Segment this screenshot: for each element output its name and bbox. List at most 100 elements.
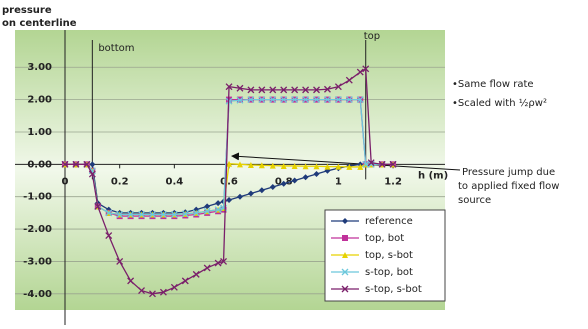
- point: [335, 163, 342, 170]
- point: [346, 163, 353, 170]
- point: [226, 160, 233, 167]
- point: [291, 86, 299, 94]
- x-tick-label: 1.2: [384, 176, 402, 187]
- x-tick-label: 1: [335, 176, 342, 187]
- annotation-arrow: [231, 152, 461, 171]
- point: [94, 202, 102, 210]
- x-tick-label: 0.6: [220, 176, 238, 187]
- point: [334, 83, 342, 91]
- point: [367, 160, 375, 168]
- annotation: Pressure jump due: [462, 167, 555, 178]
- point: [269, 96, 277, 104]
- point: [105, 209, 113, 217]
- point: [356, 68, 364, 76]
- point: [116, 257, 124, 265]
- point: [215, 200, 222, 207]
- y-tick-label: 1.00: [27, 127, 52, 138]
- reference-label: bottom: [98, 43, 134, 54]
- point: [367, 159, 375, 167]
- point: [159, 211, 167, 218]
- point: [291, 177, 298, 184]
- x-axis-label: h (m): [418, 170, 448, 181]
- y-tick-label: -1.00: [23, 192, 52, 203]
- note: •Scaled with ½ρw²: [452, 97, 547, 109]
- point: [345, 76, 353, 84]
- point: [302, 86, 310, 94]
- point: [258, 162, 265, 169]
- point: [258, 96, 266, 104]
- x-tick-label: 0.2: [111, 176, 129, 187]
- point: [116, 211, 124, 218]
- legend-marker: [341, 268, 349, 276]
- point: [192, 270, 200, 278]
- point: [61, 160, 69, 168]
- point: [302, 174, 309, 181]
- y-axis-label: on centerline: [2, 18, 77, 29]
- legend-label: top, bot: [365, 233, 404, 244]
- point: [313, 171, 320, 178]
- point: [247, 86, 255, 94]
- point: [378, 160, 386, 168]
- point: [170, 283, 178, 291]
- point: [302, 163, 309, 170]
- reference-label: top: [364, 31, 380, 42]
- point: [313, 163, 320, 170]
- point: [89, 161, 96, 168]
- point: [302, 96, 310, 104]
- point: [362, 65, 370, 73]
- point: [247, 96, 255, 104]
- legend-marker: [342, 235, 348, 241]
- point: [280, 96, 288, 104]
- point: [138, 211, 146, 218]
- point: [236, 161, 243, 168]
- y-tick-label: 3.00: [27, 62, 52, 73]
- y-tick-label: -2.00: [23, 224, 52, 235]
- point: [88, 170, 96, 178]
- series-line: [65, 67, 394, 295]
- legend-marker: [342, 218, 348, 224]
- point: [258, 187, 265, 194]
- point: [323, 85, 331, 93]
- note: •Same flow rate: [452, 79, 534, 90]
- point: [313, 96, 320, 104]
- point: [226, 196, 233, 203]
- point: [389, 160, 397, 168]
- point: [72, 160, 80, 168]
- point: [149, 211, 156, 218]
- point: [159, 288, 167, 296]
- point: [269, 183, 276, 190]
- legend-label: top, s-bot: [365, 250, 413, 261]
- y-tick-label: -3.00: [23, 256, 52, 267]
- legend-marker: [341, 285, 349, 293]
- point: [220, 257, 228, 265]
- y-tick-label: 2.00: [27, 95, 52, 106]
- point: [258, 86, 266, 94]
- point: [204, 203, 211, 210]
- point: [323, 96, 331, 104]
- point: [170, 211, 178, 218]
- point: [127, 211, 135, 218]
- point: [181, 210, 189, 218]
- annotation: to applied fixed flow: [458, 181, 559, 192]
- point: [362, 160, 370, 168]
- point: [313, 86, 320, 94]
- point: [138, 287, 146, 295]
- point: [269, 162, 276, 169]
- point: [236, 193, 243, 200]
- point: [324, 163, 331, 170]
- point: [214, 259, 222, 267]
- point: [236, 84, 244, 92]
- legend-marker: [342, 252, 348, 258]
- legend-label: s-top, bot: [365, 267, 413, 278]
- point: [356, 96, 364, 104]
- legend-box: [324, 209, 446, 302]
- point: [181, 277, 189, 285]
- point: [127, 277, 135, 285]
- point: [149, 290, 156, 298]
- point: [247, 161, 254, 168]
- legend: reference top, bot top, s-bot s-top, bot s-t…: [324, 209, 446, 302]
- point: [83, 160, 91, 168]
- point: [334, 96, 342, 104]
- annotation: source: [458, 195, 491, 206]
